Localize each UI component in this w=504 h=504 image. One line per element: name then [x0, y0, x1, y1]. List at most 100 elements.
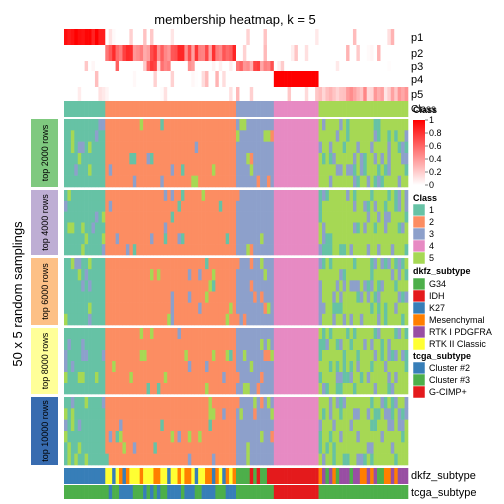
- sampling-cell: [260, 453, 264, 466]
- sampling-cell: [315, 350, 319, 362]
- sampling-cell: [163, 453, 168, 466]
- sampling-cell: [335, 408, 340, 420]
- sampling-cell: [301, 280, 306, 292]
- sampling-cell: [380, 372, 385, 384]
- sampling-cell: [122, 383, 127, 395]
- membership-cell: [315, 71, 319, 87]
- legend-dkfz-label: RTK I PDGFRA: [429, 327, 492, 337]
- sampling-cell: [167, 453, 171, 466]
- sampling-cell: [143, 244, 147, 256]
- sampling-cell: [136, 408, 140, 420]
- membership-cell: [150, 61, 154, 71]
- sampling-cell: [380, 200, 385, 212]
- sampling-cell: [249, 361, 254, 373]
- sampling-cell: [218, 350, 223, 362]
- sampling-cell: [167, 302, 171, 315]
- sampling-cell: [160, 190, 165, 202]
- sampling-cell: [318, 175, 323, 188]
- sampling-cell: [239, 119, 244, 131]
- class-cell: [291, 101, 295, 117]
- class-cell: [139, 101, 144, 117]
- sampling-cell: [67, 339, 72, 351]
- sampling-cell: [136, 200, 140, 212]
- sampling-cell: [184, 328, 189, 340]
- sampling-cell: [125, 190, 130, 202]
- sampling-cell: [401, 200, 405, 212]
- sampling-cell: [311, 408, 316, 420]
- sampling-cell: [77, 244, 82, 256]
- sampling-cell: [229, 328, 233, 340]
- sampling-cell: [280, 280, 285, 292]
- sampling-cell: [218, 372, 223, 384]
- sampling-cell: [297, 383, 302, 395]
- sampling-cell: [256, 130, 261, 142]
- class-cell: [249, 101, 254, 117]
- sampling-cell: [322, 211, 326, 223]
- sampling-cell: [198, 339, 202, 351]
- sampling-cell: [370, 280, 374, 292]
- membership-cell: [150, 29, 154, 45]
- sampling-cell: [263, 244, 268, 256]
- membership-cell: [270, 29, 275, 45]
- sampling-cell: [98, 175, 103, 188]
- sampling-cell: [280, 313, 285, 326]
- sampling-cell: [98, 453, 103, 466]
- sampling-cell: [263, 153, 268, 165]
- sampling-cell: [284, 372, 288, 384]
- membership-cell: [239, 61, 244, 71]
- sampling-cell: [370, 130, 374, 142]
- sampling-cell: [352, 233, 357, 245]
- sampling-cell: [294, 339, 299, 351]
- sampling-cell: [198, 453, 202, 466]
- sampling-cell: [273, 244, 278, 256]
- sampling-cell: [404, 453, 409, 466]
- sampling-cell: [387, 372, 392, 384]
- sampling-cell: [101, 141, 106, 154]
- sampling-cell: [88, 164, 92, 176]
- sampling-cell: [167, 408, 171, 420]
- sampling-cell: [194, 339, 199, 351]
- sampling-cell: [280, 153, 285, 165]
- sampling-cell: [194, 361, 199, 373]
- sampling-cell: [119, 233, 123, 245]
- sampling-cell: [297, 190, 302, 202]
- sampling-cell: [356, 164, 361, 176]
- membership-cell: [256, 29, 261, 45]
- sampling-cell: [253, 313, 257, 326]
- membership-cell: [232, 61, 237, 71]
- sampling-cell: [205, 302, 209, 315]
- sampling-cell: [287, 419, 292, 432]
- membership-cell: [170, 61, 175, 71]
- sampling-cell: [177, 190, 182, 202]
- sampling-cell: [236, 397, 240, 409]
- sampling-cell: [308, 119, 312, 131]
- tcga-cell: [153, 485, 158, 499]
- sampling-cell: [280, 130, 285, 142]
- sampling-cell: [301, 397, 306, 409]
- sampling-cell: [287, 431, 292, 443]
- sampling-cell: [253, 397, 257, 409]
- sampling-cell: [150, 244, 154, 256]
- sampling-cell: [270, 313, 275, 326]
- sampling-cell: [256, 302, 261, 315]
- membership-cell: [315, 61, 319, 71]
- sampling-cell: [77, 164, 82, 176]
- sampling-cell: [291, 372, 295, 384]
- tcga-cell: [156, 485, 161, 499]
- sampling-cell: [260, 313, 264, 326]
- sampling-cell: [174, 280, 178, 292]
- membership-cell: [198, 45, 202, 61]
- sampling-cell: [370, 313, 374, 326]
- sampling-cell: [352, 302, 357, 315]
- sampling-cell: [390, 302, 395, 315]
- sampling-cell: [74, 164, 79, 176]
- sampling-cell: [263, 200, 268, 212]
- sampling-cell: [291, 175, 295, 188]
- sampling-cell: [160, 408, 165, 420]
- sampling-cell: [249, 339, 254, 351]
- sampling-cell: [160, 244, 165, 256]
- sampling-cell: [105, 222, 110, 234]
- sampling-cell: [232, 328, 237, 340]
- membership-cell: [377, 45, 381, 61]
